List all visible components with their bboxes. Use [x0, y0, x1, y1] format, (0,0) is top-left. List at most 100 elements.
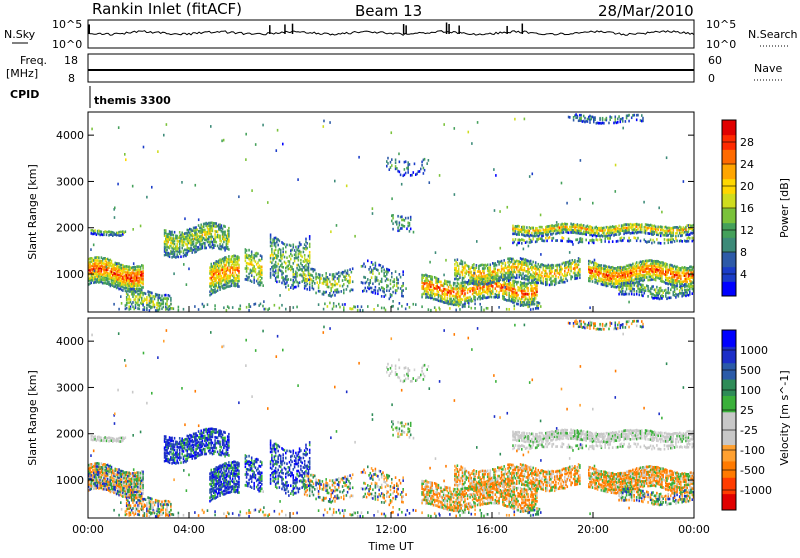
power-cell	[285, 270, 287, 273]
power-cell	[618, 225, 620, 228]
power-cell	[346, 185, 348, 188]
power-cell	[410, 228, 412, 231]
power-cell	[428, 291, 430, 294]
power-cell	[251, 189, 253, 192]
power-cell	[306, 242, 308, 245]
power-cell	[636, 290, 638, 293]
power-cell	[111, 260, 113, 263]
power-cell	[476, 264, 478, 267]
power-cell	[540, 305, 542, 308]
power-cell	[519, 225, 521, 228]
power-cell	[140, 225, 142, 228]
power-cell	[265, 308, 267, 311]
power-cell	[621, 237, 623, 240]
power-cell	[496, 275, 498, 278]
power-cell	[671, 241, 673, 244]
power-cell	[280, 260, 282, 263]
date-label: 28/Mar/2010	[598, 2, 694, 20]
power-cell	[406, 227, 408, 230]
power-cell	[580, 114, 582, 117]
power-cell	[534, 303, 536, 306]
power-cell	[536, 227, 538, 230]
power-cell	[524, 226, 526, 229]
power-cell	[149, 309, 151, 312]
power-cell	[414, 163, 416, 166]
power-cell	[261, 277, 263, 280]
power-cell	[260, 284, 262, 287]
power-cell	[476, 240, 478, 243]
power-cell	[508, 308, 510, 311]
power-cell	[371, 287, 373, 290]
power-cell	[132, 185, 134, 188]
power-cell	[133, 308, 135, 311]
power-cell	[409, 306, 411, 309]
power-cell	[173, 307, 175, 310]
power-cell	[573, 119, 575, 122]
power-cell	[458, 268, 460, 271]
power-cell	[354, 235, 356, 238]
power-cell	[458, 265, 460, 268]
power-cell	[612, 240, 614, 243]
power-cell	[281, 263, 283, 266]
power-cell	[288, 278, 290, 281]
power-cell	[395, 159, 397, 162]
nave-tick-high: 60	[708, 54, 722, 67]
power-cell	[580, 237, 582, 240]
power-cell	[615, 190, 617, 193]
power-cell	[620, 121, 622, 124]
power-cell	[238, 266, 240, 269]
power-cell	[443, 274, 445, 277]
power-cell	[631, 290, 633, 293]
power-cell	[592, 202, 594, 205]
power-cell	[314, 269, 316, 272]
power-cell	[644, 279, 646, 282]
power-cell	[380, 289, 382, 292]
power-cell	[387, 162, 389, 165]
power-cell	[217, 245, 219, 248]
power-cell	[633, 293, 635, 296]
power-cell	[377, 292, 379, 295]
power-cell	[515, 271, 517, 274]
power-cell	[113, 303, 115, 306]
power-cell	[539, 271, 541, 274]
power-cell	[247, 279, 249, 282]
power-cell	[602, 117, 604, 120]
power-cell	[592, 280, 594, 283]
power-cell	[458, 293, 460, 296]
power-cell	[320, 277, 322, 280]
power-cell	[270, 236, 272, 239]
power-cell	[658, 207, 660, 210]
power-cell	[281, 282, 283, 285]
power-cell	[227, 267, 229, 270]
power-cell	[601, 264, 603, 267]
power-cell	[413, 303, 415, 306]
power-cell	[328, 278, 330, 281]
power-cell	[400, 276, 402, 279]
power-cell	[469, 280, 471, 283]
power-cell	[464, 292, 466, 295]
power-cell	[263, 300, 265, 303]
power-cell	[372, 282, 374, 285]
power-cell	[375, 289, 377, 292]
power-cell	[130, 298, 132, 301]
power-cell	[415, 303, 417, 306]
power-cell	[212, 230, 214, 233]
power-cell	[502, 262, 504, 265]
power-cell	[329, 302, 331, 305]
power-cell	[491, 296, 493, 299]
power-cell	[423, 172, 425, 175]
power-cell	[481, 309, 483, 312]
power-cell	[221, 240, 223, 243]
power-cell	[271, 251, 273, 254]
nsky-tick-low: 10^0	[52, 38, 82, 51]
power-cell	[399, 224, 401, 227]
power-cell	[385, 270, 387, 273]
power-cell	[180, 250, 182, 253]
power-cell	[219, 288, 221, 291]
power-cell	[556, 221, 558, 224]
power-cell	[617, 118, 619, 121]
power-cell	[636, 261, 638, 264]
power-cell	[404, 225, 406, 228]
power-cell	[305, 274, 307, 277]
power-cell	[583, 224, 585, 227]
